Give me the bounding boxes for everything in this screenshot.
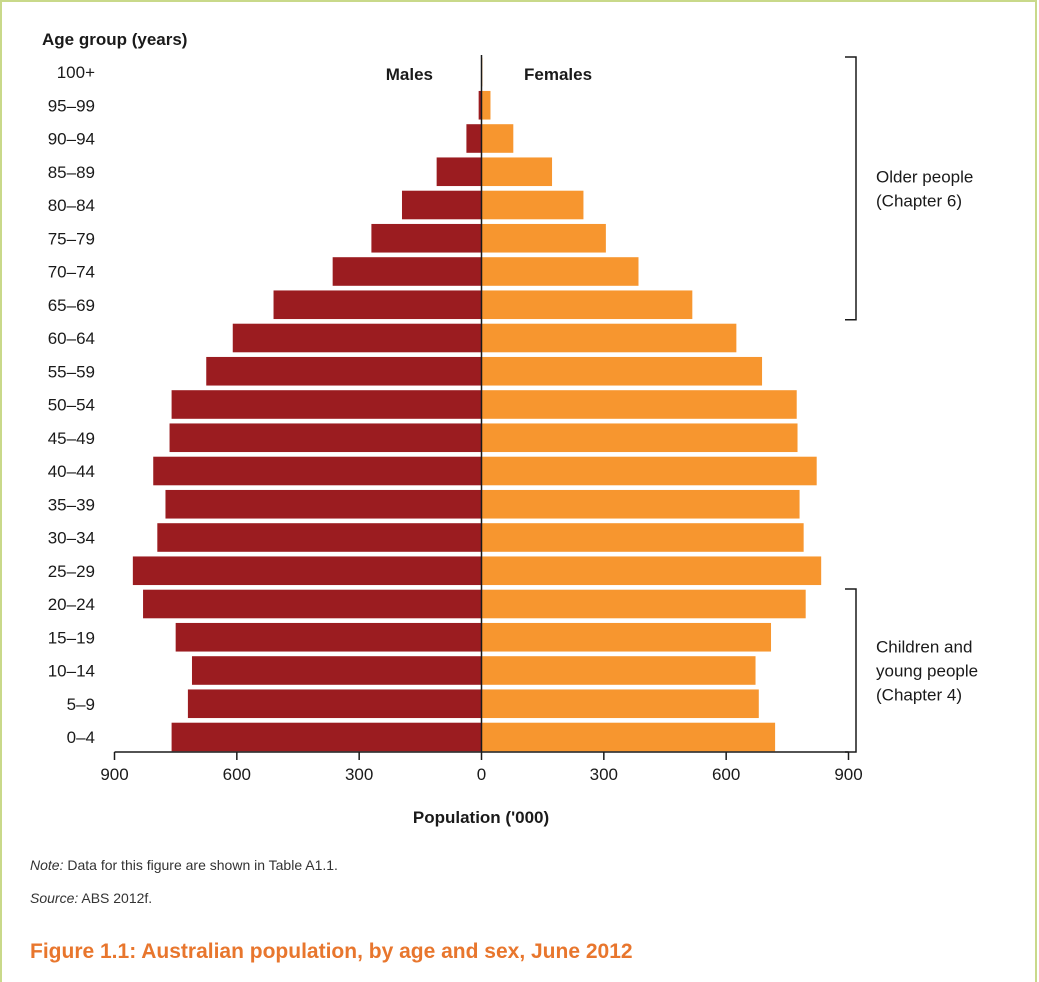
note-text: Data for this figure are shown in Table … <box>63 857 338 873</box>
bar-female-95-99 <box>481 90 491 120</box>
bar-female-10-14 <box>481 656 756 685</box>
age-label-65-69: 65–69 <box>48 296 95 315</box>
age-label-5-9: 5–9 <box>67 695 95 714</box>
x-tick-label: 600 <box>223 765 251 784</box>
age-label-70-74: 70–74 <box>48 263 95 282</box>
age-label-75-79: 75–79 <box>48 229 95 248</box>
bar-female-80-84 <box>481 190 584 220</box>
bar-female-0-4 <box>481 722 776 752</box>
note-label: Note: <box>30 857 64 873</box>
age-label-100: 100+ <box>57 63 95 82</box>
male-bars <box>132 57 482 752</box>
age-label-80-84: 80–84 <box>48 196 95 215</box>
bar-male-45-49 <box>169 423 482 453</box>
bar-female-65-69 <box>481 290 693 320</box>
bracket-label-0-0: Older people <box>876 167 973 186</box>
bar-female-5-9 <box>481 689 759 719</box>
age-label-20-24: 20–24 <box>48 595 95 614</box>
age-brackets: Older people (Chapter 6) Children and young… <box>845 56 978 753</box>
age-label-30-34: 30–34 <box>48 529 95 548</box>
bracket-line-1 <box>845 588 857 753</box>
bar-female-50-54 <box>481 390 797 419</box>
bar-male-65-69 <box>273 290 482 320</box>
y-axis-title: Age group (years) <box>42 30 187 49</box>
bar-female-35-39 <box>481 489 800 519</box>
bar-male-60-64 <box>232 323 482 353</box>
bar-male-70-74 <box>332 257 482 286</box>
bar-female-55-59 <box>481 356 763 386</box>
bar-female-85-89 <box>481 157 553 187</box>
age-label-15-19: 15–19 <box>48 628 95 647</box>
x-tick-label: 300 <box>590 765 618 784</box>
x-tick-label: 300 <box>345 765 373 784</box>
bar-male-90-94 <box>466 124 482 153</box>
bar-female-75-79 <box>481 223 606 253</box>
bar-female-45-49 <box>481 423 798 453</box>
age-group-labels: 0–4 5–9 10–14 15–19 20–24 25–29 30–34 35–39 40–4… <box>48 63 95 747</box>
bar-male-15-19 <box>175 622 482 652</box>
population-pyramid-chart: Age group (years) Males Females 0–4 5–9 10… <box>42 30 978 827</box>
age-label-10-14: 10–14 <box>48 662 95 681</box>
bar-male-85-89 <box>436 157 482 187</box>
source-label: Source: <box>30 890 79 906</box>
age-label-35-39: 35–39 <box>48 495 95 514</box>
age-label-0-4: 0–4 <box>67 728 95 747</box>
bar-female-25-29 <box>481 556 822 586</box>
x-tick-label: 900 <box>834 765 862 784</box>
figure-note: Note: Data for this figure are shown in … <box>30 857 338 873</box>
bar-male-95-99 <box>478 90 482 120</box>
female-bars <box>481 57 822 752</box>
age-label-90-94: 90–94 <box>48 130 95 149</box>
bar-male-20-24 <box>143 589 482 619</box>
bar-male-0-4 <box>171 722 482 752</box>
age-label-45-49: 45–49 <box>48 429 95 448</box>
x-axis-title: Population ('000) <box>413 808 549 827</box>
age-label-85-89: 85–89 <box>48 163 95 182</box>
bracket-label-1-1: young people <box>876 662 978 681</box>
legend-females: Females <box>524 65 592 84</box>
bar-female-30-34 <box>481 523 804 552</box>
age-label-40-44: 40–44 <box>48 462 95 481</box>
bar-female-70-74 <box>481 257 639 286</box>
x-tick-label: 0 <box>477 765 486 784</box>
age-label-95-99: 95–99 <box>48 96 95 115</box>
bar-male-80-84 <box>401 190 482 220</box>
bar-male-35-39 <box>165 489 482 519</box>
x-tick-label: 900 <box>100 765 128 784</box>
bar-male-10-14 <box>191 656 482 685</box>
x-tick-label: 600 <box>712 765 740 784</box>
x-axis: 900 600 300 0 300 600 900 <box>100 751 863 784</box>
source-text: ABS 2012f. <box>78 890 153 906</box>
bracket-line-0 <box>845 56 857 321</box>
bar-male-75-79 <box>371 223 482 253</box>
bar-female-20-24 <box>481 589 806 619</box>
bar-female-90-94 <box>481 124 514 153</box>
age-label-60-64: 60–64 <box>48 329 95 348</box>
bar-female-60-64 <box>481 323 737 353</box>
bar-male-30-34 <box>157 523 482 552</box>
bar-male-55-59 <box>206 356 482 386</box>
age-label-25-29: 25–29 <box>48 562 95 581</box>
bar-male-25-29 <box>132 556 482 586</box>
age-label-55-59: 55–59 <box>48 362 95 381</box>
bracket-label-0-1: (Chapter 6) <box>876 191 962 210</box>
bracket-label-1-2: (Chapter 4) <box>876 686 962 705</box>
figure-source: Source: ABS 2012f. <box>30 890 152 906</box>
figure-caption: Figure 1.1: Australian population, by ag… <box>30 940 633 963</box>
bar-male-50-54 <box>171 390 482 419</box>
bar-female-15-19 <box>481 622 772 652</box>
bar-female-40-44 <box>481 456 817 486</box>
age-label-50-54: 50–54 <box>48 396 95 415</box>
bracket-label-1-0: Children and <box>876 638 972 657</box>
bar-male-40-44 <box>153 456 482 486</box>
legend-males: Males <box>386 65 433 84</box>
bar-male-5-9 <box>187 689 482 719</box>
